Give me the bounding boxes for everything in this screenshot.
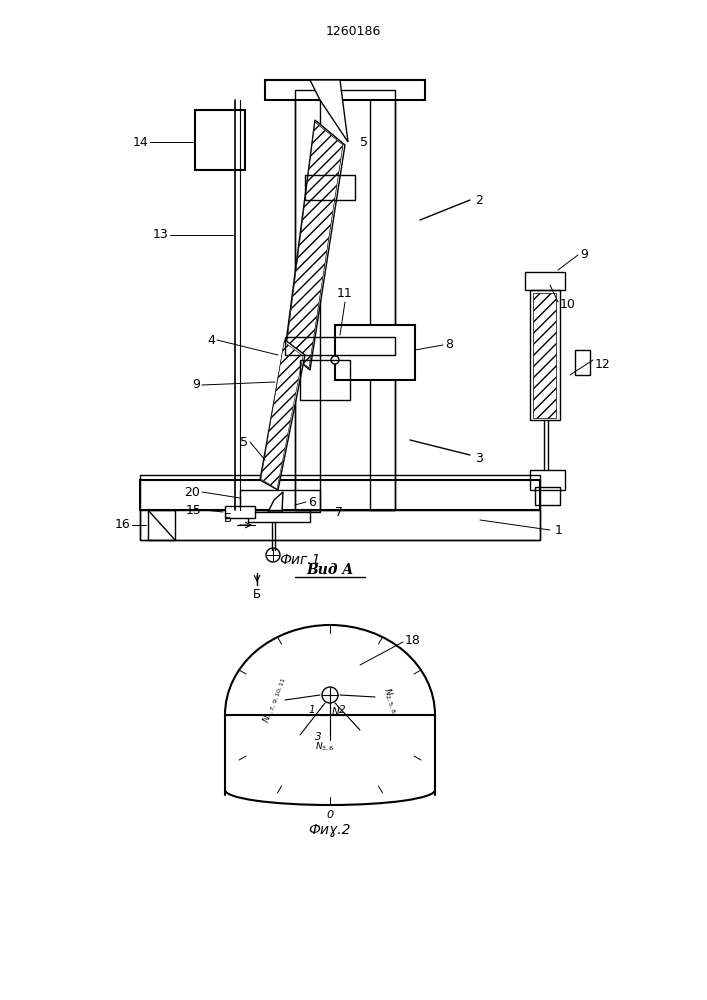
Bar — [265, 80, 425, 100]
Text: 11: 11 — [337, 287, 353, 300]
Bar — [370, 90, 395, 510]
Text: 2: 2 — [475, 194, 483, 207]
Bar — [140, 510, 540, 540]
Text: 1260186: 1260186 — [325, 25, 380, 38]
Text: 6: 6 — [308, 495, 316, 508]
Text: Фиɣ.2: Фиɣ.2 — [309, 823, 351, 837]
Text: 18: 18 — [405, 634, 421, 647]
Polygon shape — [261, 342, 303, 489]
Text: 20: 20 — [184, 486, 200, 498]
Bar — [248, 510, 310, 522]
Text: 5: 5 — [360, 135, 368, 148]
Text: 5: 5 — [240, 436, 248, 448]
Text: 10: 10 — [560, 298, 576, 312]
Polygon shape — [268, 492, 283, 512]
Bar — [535, 487, 560, 505]
Text: Б: Б — [253, 588, 261, 601]
Bar — [295, 90, 395, 510]
Bar — [525, 272, 565, 290]
Text: Б: Б — [224, 512, 232, 525]
Text: 3: 3 — [315, 732, 321, 742]
Text: 14: 14 — [132, 135, 148, 148]
Bar — [295, 90, 320, 510]
Text: $N_{4,7,9,10,11}$: $N_{4,7,9,10,11}$ — [261, 675, 289, 725]
Text: 2: 2 — [339, 705, 345, 715]
Text: Фиг.1: Фиг.1 — [279, 553, 321, 567]
Text: N: N — [332, 707, 340, 717]
Text: $N_{2,5,8}$: $N_{2,5,8}$ — [380, 685, 400, 715]
Text: 0: 0 — [327, 810, 334, 820]
Text: 1: 1 — [309, 705, 315, 715]
Text: 9: 9 — [192, 378, 200, 391]
Bar — [575, 350, 590, 375]
Bar — [533, 293, 556, 418]
Text: 15: 15 — [186, 504, 202, 516]
Ellipse shape — [225, 625, 435, 805]
Polygon shape — [260, 340, 305, 490]
Circle shape — [331, 356, 339, 364]
Bar — [225, 506, 255, 518]
Polygon shape — [285, 120, 345, 370]
Bar — [140, 480, 540, 510]
Bar — [335, 325, 415, 380]
Circle shape — [266, 548, 280, 562]
Bar — [225, 715, 435, 805]
Text: 4: 4 — [207, 334, 215, 347]
Text: $N_{3,6}$: $N_{3,6}$ — [315, 741, 335, 753]
Bar — [240, 490, 320, 512]
Bar — [530, 290, 560, 420]
Text: 16: 16 — [115, 518, 130, 532]
Text: 13: 13 — [152, 229, 168, 241]
Bar — [300, 360, 350, 400]
Bar — [195, 110, 245, 170]
Bar — [305, 175, 355, 200]
Text: 12: 12 — [595, 359, 611, 371]
Text: 3: 3 — [475, 452, 483, 464]
Text: 8: 8 — [445, 338, 453, 352]
Text: 1: 1 — [555, 524, 563, 536]
Text: Вид A: Вид A — [306, 563, 354, 577]
Bar — [140, 475, 540, 540]
Bar — [285, 337, 395, 355]
Polygon shape — [286, 122, 343, 368]
Text: 7: 7 — [335, 506, 343, 518]
Text: 9: 9 — [580, 248, 588, 261]
Polygon shape — [310, 80, 348, 142]
Bar — [530, 470, 565, 490]
